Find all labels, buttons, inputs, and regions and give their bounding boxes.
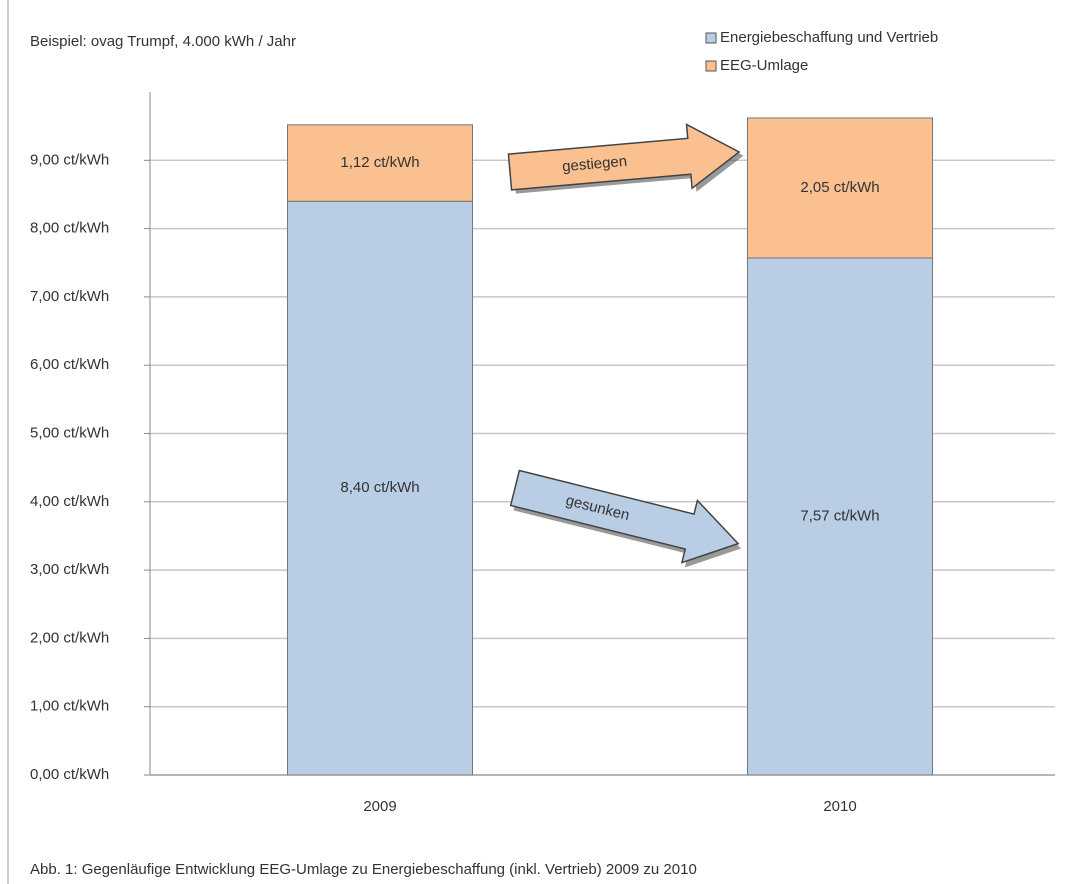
x-tick-label: 2009 bbox=[363, 798, 396, 815]
y-tick-label: 8,00 ct/kWh bbox=[30, 220, 109, 237]
y-tick-label: 7,00 ct/kWh bbox=[30, 288, 109, 305]
arrow-up: gestiegen bbox=[507, 123, 744, 194]
legend-swatch bbox=[705, 32, 717, 44]
arrow-down: gesunken bbox=[509, 469, 742, 568]
value-label: 7,57 ct/kWh bbox=[800, 507, 879, 524]
y-tick-label: 1,00 ct/kWh bbox=[30, 698, 109, 715]
bar-segment bbox=[747, 117, 933, 259]
annotation: gestiegen bbox=[561, 153, 627, 176]
legend-swatch bbox=[705, 60, 717, 72]
caption: Abb. 1: Gegenläufige Entwicklung EEG-Uml… bbox=[30, 861, 697, 878]
value-label: 1,12 ct/kWh bbox=[340, 154, 419, 171]
arrow bbox=[507, 123, 741, 191]
y-tick-label: 4,00 ct/kWh bbox=[30, 493, 109, 510]
chart-title: Beispiel: ovag Trumpf, 4.000 kWh / Jahr bbox=[30, 33, 296, 50]
y-tick-label: 0,00 ct/kWh bbox=[30, 766, 109, 783]
annotations: gestiegen gesunken bbox=[507, 123, 744, 568]
arrow bbox=[509, 469, 740, 564]
x-tick-label: 2010 bbox=[823, 798, 856, 815]
legend-label: Energiebeschaffung und Vertrieb bbox=[720, 29, 938, 46]
y-tick-label: 6,00 ct/kWh bbox=[30, 356, 109, 373]
y-tick-label: 9,00 ct/kWh bbox=[30, 151, 109, 168]
y-tick-label: 3,00 ct/kWh bbox=[30, 561, 109, 578]
bar-segment bbox=[747, 257, 933, 776]
value-label: 8,40 ct/kWh bbox=[340, 479, 419, 496]
bar-segment bbox=[287, 124, 473, 202]
bar-segment bbox=[287, 200, 473, 776]
y-tick-label: 2,00 ct/kWh bbox=[30, 629, 109, 646]
y-tick-label: 5,00 ct/kWh bbox=[30, 424, 109, 441]
legend-label: EEG-Umlage bbox=[720, 57, 808, 74]
value-label: 2,05 ct/kWh bbox=[800, 179, 879, 196]
